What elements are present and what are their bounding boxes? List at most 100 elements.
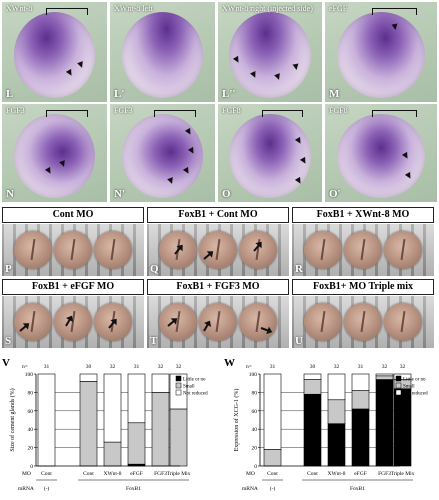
group-foxb1-label: FoxB1 bbox=[126, 486, 141, 492]
embryo-image bbox=[337, 12, 425, 98]
legend-swatch bbox=[395, 389, 402, 396]
embryo-image bbox=[199, 231, 237, 269]
y-tick-label: 100 bbox=[249, 372, 258, 378]
mo-panel-title: FoxB1 + eFGF MO bbox=[2, 279, 144, 295]
mrna-row-label: mRNA bbox=[18, 486, 34, 492]
embryo-image bbox=[13, 113, 96, 199]
bar-segment-small bbox=[127, 422, 146, 465]
bar-segment-not-reduced bbox=[103, 373, 122, 443]
panel-label: N bbox=[6, 188, 14, 200]
y-tick-label: 60 bbox=[28, 409, 34, 415]
bar-segment-small bbox=[351, 390, 370, 410]
category-label: Triple Mix bbox=[391, 471, 415, 477]
legend-swatch bbox=[395, 375, 402, 382]
category-label: XWnt-8 bbox=[327, 471, 345, 477]
legend-label: Small bbox=[183, 385, 195, 390]
category-label: Cont bbox=[267, 471, 278, 477]
embryo-panel-embryo_row1-2: XWnt-8 right (injected side) L'' bbox=[218, 2, 322, 102]
y-tick-label: 60 bbox=[252, 409, 258, 415]
legend-label: Small bbox=[403, 385, 415, 390]
n-value: 30 bbox=[310, 364, 316, 370]
panel-label: L' bbox=[114, 88, 125, 100]
bar-segment-small bbox=[263, 449, 282, 467]
panel-title: FGF3 bbox=[6, 106, 25, 115]
y-tick-label: 20 bbox=[252, 446, 258, 452]
embryo-image bbox=[94, 231, 132, 269]
mo-panel-title: FoxB1+ MO Triple mix bbox=[292, 279, 434, 295]
mo-panel-1: Q bbox=[147, 224, 289, 276]
panel-label: O bbox=[222, 188, 231, 200]
panel-label: T bbox=[150, 335, 158, 347]
embryo-image bbox=[121, 113, 204, 199]
n-label: n= bbox=[246, 364, 252, 370]
y-tick-label: 20 bbox=[28, 446, 34, 452]
mo-panel-4: T bbox=[147, 296, 289, 348]
panel-label: P bbox=[5, 263, 12, 275]
bar-segment-not-reduced bbox=[351, 373, 370, 391]
embryo-panel-embryo_row2-3: FGF8 O' bbox=[325, 104, 437, 202]
n-label: n= bbox=[22, 364, 28, 370]
embryo-image bbox=[13, 12, 96, 98]
panel-title: eFGF bbox=[329, 4, 348, 13]
y-tick-label: 40 bbox=[252, 427, 258, 433]
legend-label: Not reduced bbox=[403, 392, 428, 397]
chart-w: W Expression of XCG-1 (%) 0 20 40 60 80 100 n= 31… bbox=[224, 357, 428, 492]
n-value: 31 bbox=[44, 364, 50, 370]
bar-segment-not-reduced bbox=[263, 373, 282, 450]
bar-segment-small bbox=[303, 379, 322, 395]
embryo-image bbox=[304, 231, 342, 269]
embryo-panel-embryo_row1-1: XWnt-8 left L' bbox=[110, 2, 215, 102]
category-label: eFGF bbox=[354, 471, 367, 477]
bar-segment-not-reduced bbox=[79, 373, 98, 382]
panel-label: N' bbox=[114, 188, 125, 200]
legend-label: Little or no bbox=[403, 378, 426, 383]
panel-label: M bbox=[329, 88, 340, 100]
bar-segment-not-reduced bbox=[303, 373, 322, 380]
arrowhead-icon bbox=[292, 63, 300, 71]
n-value: 32 bbox=[382, 364, 388, 370]
embryo-image bbox=[14, 303, 52, 341]
bar-segment-little-or-no bbox=[351, 408, 370, 467]
embryo-image bbox=[344, 303, 382, 341]
embryo-panel-embryo_row2-0: FGF3 N bbox=[2, 104, 107, 202]
bar-segment-not-reduced bbox=[393, 373, 412, 380]
y-tick-label: 0 bbox=[254, 464, 257, 470]
embryo-image bbox=[14, 231, 52, 269]
y-tick-label: 40 bbox=[28, 427, 34, 433]
category-label: FGF3 bbox=[154, 471, 167, 477]
panel-label: U bbox=[295, 335, 303, 347]
bracket-marker bbox=[372, 8, 417, 15]
embryo-image bbox=[344, 231, 382, 269]
mrna-row-label: mRNA bbox=[242, 486, 258, 492]
n-value: 32 bbox=[176, 364, 182, 370]
category-label: eFGF bbox=[130, 471, 143, 477]
bar-segment-small bbox=[103, 441, 122, 467]
embryo-panel-embryo_row2-1: FGF3 N' bbox=[110, 104, 215, 202]
bar-segment-little-or-no bbox=[303, 393, 322, 467]
embryo-image bbox=[384, 303, 422, 341]
bracket-marker bbox=[154, 110, 196, 117]
chart-v: V Size of cement glands (%) 0 20 40 60 80 100 n=… bbox=[2, 357, 208, 492]
group-minus-label: (-) bbox=[44, 485, 50, 492]
bar-segment-small bbox=[79, 381, 98, 467]
embryo-image bbox=[229, 113, 311, 199]
n-value: 32 bbox=[334, 364, 340, 370]
panel-title: FGF8 bbox=[222, 106, 241, 115]
panel-title: XWnt-8 bbox=[6, 4, 33, 13]
embryo-panel-embryo_row2-2: FGF8 O bbox=[218, 104, 322, 202]
panel-label: S bbox=[5, 335, 12, 347]
bar-segment-little-or-no bbox=[327, 423, 346, 467]
n-value: 31 bbox=[134, 364, 140, 370]
embryo-image bbox=[229, 12, 311, 98]
chart-panel-label: V bbox=[2, 357, 10, 369]
arrowhead-icon bbox=[391, 23, 399, 31]
mo-panel-title: FoxB1 + XWnt-8 MO bbox=[292, 207, 434, 223]
bar-segment-small bbox=[169, 408, 188, 467]
n-value: 31 bbox=[270, 364, 276, 370]
bar-segment-little-or-no bbox=[393, 388, 412, 467]
embryo-image bbox=[239, 231, 277, 269]
mo-panel-2: R bbox=[292, 224, 434, 276]
bracket-marker bbox=[372, 110, 417, 117]
category-label: Cont bbox=[41, 471, 52, 477]
bar-segment-not-reduced bbox=[327, 373, 346, 401]
